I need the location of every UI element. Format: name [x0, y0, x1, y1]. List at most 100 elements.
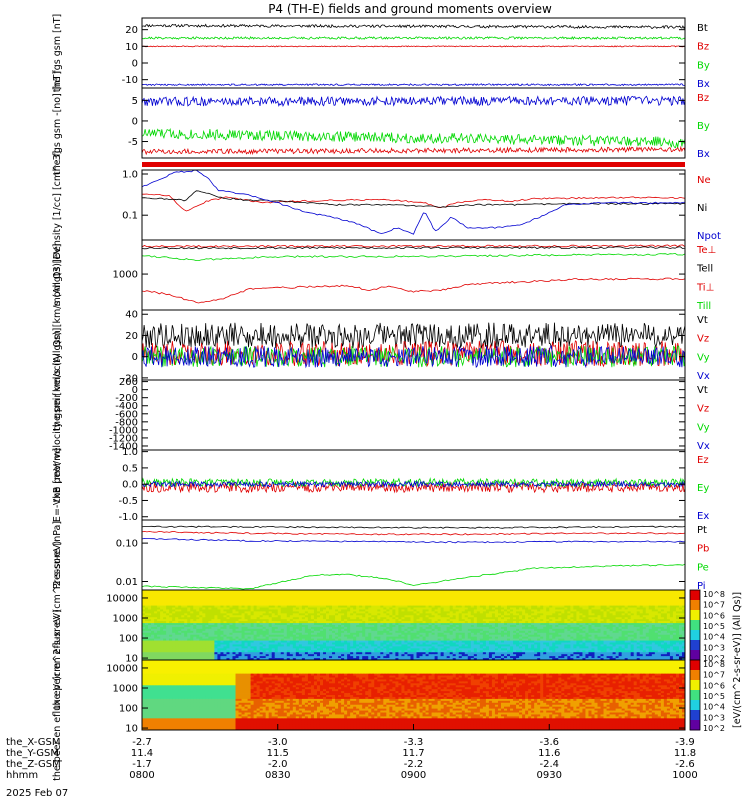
y-tick-label: -1400 — [109, 441, 138, 452]
y-tick-label: 10000 — [106, 593, 138, 604]
heatmap-cells — [142, 590, 686, 661]
y-tick-label: 100 — [119, 704, 138, 715]
y-tick-label: -1000 — [109, 425, 138, 436]
legend-ni: Ni — [697, 203, 707, 214]
colorbar-tick-label: 10^7 — [703, 601, 725, 610]
colorbar-segment — [690, 610, 700, 621]
series-bx-line — [141, 83, 685, 87]
series-by-line — [141, 127, 686, 148]
colorbar-tick-label: 10^2 — [703, 654, 725, 663]
time-axis: the_X-GSM -2.7 -3.0 -3.3 -3.6 -3.9 the_Y-GSM 11… — [6, 724, 698, 781]
colorbar-title: [eV/(cm^2-s-sr-eV)] (All Qs)] — [732, 592, 743, 728]
legend-ne: Ne — [697, 175, 711, 186]
colorbar-tick-label: 10^8 — [703, 660, 725, 669]
colorbar-segment — [690, 590, 700, 601]
y-tick-label: 10 — [125, 724, 138, 735]
y-tick-label: 0.01 — [116, 577, 138, 588]
legend-npot: Npot — [697, 231, 721, 242]
series-ti-line — [141, 277, 686, 304]
colorbar-segment — [690, 670, 700, 681]
x-tick-label: 1000 — [672, 770, 697, 781]
y-tick-label: 0 — [132, 352, 138, 363]
x-tick-label: 11.5 — [267, 748, 289, 759]
legend-pe: Pe — [697, 562, 709, 573]
panel-frame — [141, 87, 686, 159]
y-tick-label: 1.0 — [122, 447, 138, 458]
y-tick-label: 0.10 — [116, 539, 138, 550]
x-tick-label: -2.2 — [404, 759, 424, 770]
y-tick-label: 10 — [125, 42, 138, 53]
legend-vx: Vx — [697, 371, 710, 382]
y-tick-label: -0.5 — [118, 496, 138, 507]
legend-vz: Vz — [697, 334, 709, 345]
y-tick-label: 0 — [132, 116, 138, 127]
colorbar-segment — [690, 720, 700, 731]
x-tick-label: -3.6 — [539, 737, 559, 748]
series-vx-line — [141, 345, 686, 369]
colorbar-segment — [690, 700, 700, 711]
legend-vt: Vt — [697, 315, 708, 326]
y-tick-label: 5 — [132, 96, 138, 107]
series-bz-line — [141, 45, 686, 48]
legend-vz: Vz — [697, 404, 709, 415]
colorbar-2: 10^8 10^710^6 10^5 10^410^3 10^2 — [689, 659, 725, 733]
y-tick-label: 0 — [132, 59, 138, 70]
y-tick-label: 0.0 — [122, 480, 138, 491]
colorbar-tick-label: 10^6 — [703, 681, 725, 690]
legend-pi: Pi — [697, 581, 706, 592]
y-axis-label: the peir velocity gsm [km/s (All Qs)] — [52, 259, 63, 430]
panel-4: 1000 momgt3 [eV] Te⊥ Tell Ti⊥ Till — [52, 239, 716, 312]
colorbar-tick-label: 10^5 — [703, 622, 725, 631]
x-tick-label: -2.7 — [132, 737, 152, 748]
x-tick-label: 0900 — [401, 770, 426, 781]
colorbar-segment — [690, 680, 700, 691]
series-tell-line — [141, 246, 686, 250]
y-tick-label: 0.5 — [122, 463, 138, 474]
date-label: 2025 Feb 07 — [6, 788, 68, 799]
y-tick-label: -1.0 — [118, 512, 138, 523]
panel-7: 1.0 0.5 0.0 -0.5 -1.0 E=-VxB [mV/m] Ez Ey Ex — [52, 447, 709, 523]
series-ne-line — [142, 193, 686, 212]
colorbar-tick-label: 10^8 — [703, 590, 725, 599]
series-bt-line — [141, 23, 686, 30]
legend-bt: Bt — [697, 23, 708, 34]
colorbar-tick-label: 10^7 — [703, 671, 725, 680]
y-axis-label: momgt3 [eV] — [52, 244, 63, 307]
y-tick-label: 10 — [125, 654, 138, 665]
y-tick-label: -600 — [115, 409, 138, 420]
legend-tell: Tell — [696, 264, 713, 275]
legend-by: By — [697, 121, 710, 132]
series-ni-line — [141, 190, 686, 208]
x-tick-label: -3.3 — [404, 737, 424, 748]
x-tick-label: 11.8 — [674, 748, 696, 759]
panel-frame — [141, 309, 686, 381]
legend-vx: Vx — [697, 441, 710, 452]
panel-2: 5 0 -5 the fgs gsm -[no] [nT] Bz By Bx — [52, 71, 710, 175]
y-axis-label: the fgs gsm -[no] [nT] — [52, 71, 63, 175]
x-tick-label: 11.6 — [538, 748, 560, 759]
y-tick-label: -1200 — [109, 433, 138, 444]
panel-frame — [141, 239, 686, 311]
y-axis-label: the peer velocity gsm [km/s (All Qs)] — [52, 328, 63, 503]
colorbar-tick-label: 10^3 — [703, 643, 725, 652]
legend-ez: Ez — [697, 455, 709, 466]
y-tick-label: 40 — [125, 310, 138, 321]
y-axis-label: Pressure [nPa] — [52, 521, 63, 589]
x-row-label-hhmm: hhmm — [6, 770, 38, 781]
y-tick-label: 1000 — [113, 270, 138, 281]
panel-10: 10000 1000 100 10 the peer en eflux eV (cm^2… — [52, 609, 686, 781]
panel-frame — [141, 519, 686, 591]
colorbar-tick-label: 10^4 — [703, 703, 725, 712]
colorbar-segment — [690, 710, 700, 721]
series-ex-line — [141, 480, 686, 489]
x-row-label-the-x-gsm: the_X-GSM — [6, 737, 60, 748]
figure-title: P4 (TH-E) fields and ground moments over… — [268, 2, 552, 16]
x-tick-label: 0830 — [265, 770, 290, 781]
y-tick-label: -200 — [115, 393, 138, 404]
x-tick-label: 11.7 — [402, 748, 424, 759]
y-tick-label: 0.1 — [122, 211, 138, 222]
y-axis-label: the peer en eflux eV (cm^2-s-sr-eV) — [52, 609, 63, 781]
panel-9: 10000 1000 100 10 the peir en eflux eV (cm^2… — [52, 541, 686, 709]
y-tick-label: -5 — [128, 137, 138, 148]
